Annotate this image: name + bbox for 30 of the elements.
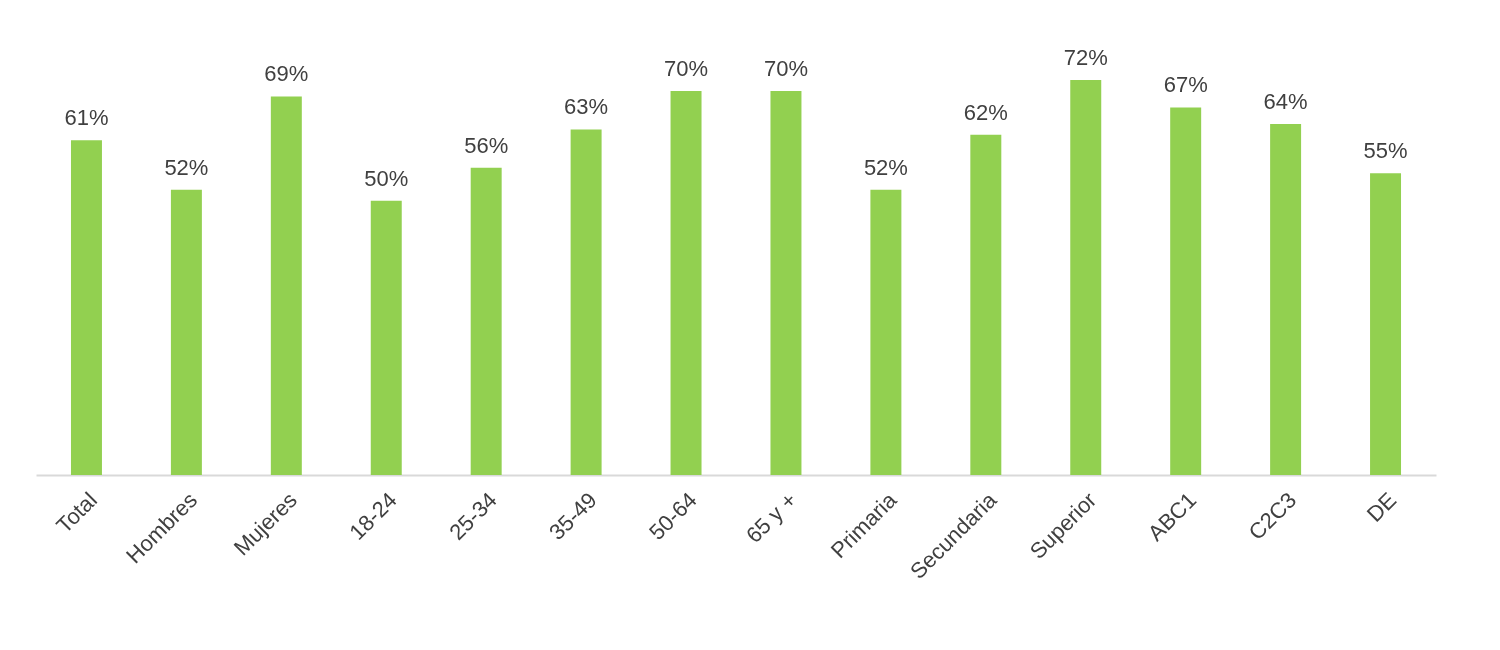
data-label: 52% (164, 154, 209, 180)
bar (1370, 173, 1402, 475)
bar (270, 96, 302, 475)
data-label: 56% (464, 132, 509, 158)
bar (670, 90, 702, 475)
x-tick-label: DE (1361, 487, 1402, 527)
bar (870, 189, 902, 475)
data-label: 62% (963, 99, 1008, 125)
bar (370, 200, 402, 475)
data-label: 52% (863, 154, 908, 180)
bar (970, 134, 1002, 475)
data-label: 63% (564, 94, 609, 120)
bar (1270, 123, 1302, 475)
data-label: 55% (1363, 138, 1408, 164)
bar (170, 189, 202, 475)
data-label: 61% (64, 105, 109, 131)
bar (1170, 107, 1202, 475)
data-label: 70% (664, 55, 709, 81)
bar (470, 167, 502, 475)
bar (770, 90, 802, 475)
data-label: 67% (1163, 72, 1208, 98)
data-label: 50% (364, 165, 409, 191)
x-tick-label: 65 y + (741, 487, 802, 548)
bar (1070, 80, 1102, 475)
data-label: 69% (264, 61, 309, 87)
data-label: 72% (1063, 45, 1108, 70)
bar (70, 140, 102, 475)
bar (570, 129, 602, 475)
data-label: 64% (1263, 88, 1308, 114)
data-label: 70% (763, 55, 808, 81)
